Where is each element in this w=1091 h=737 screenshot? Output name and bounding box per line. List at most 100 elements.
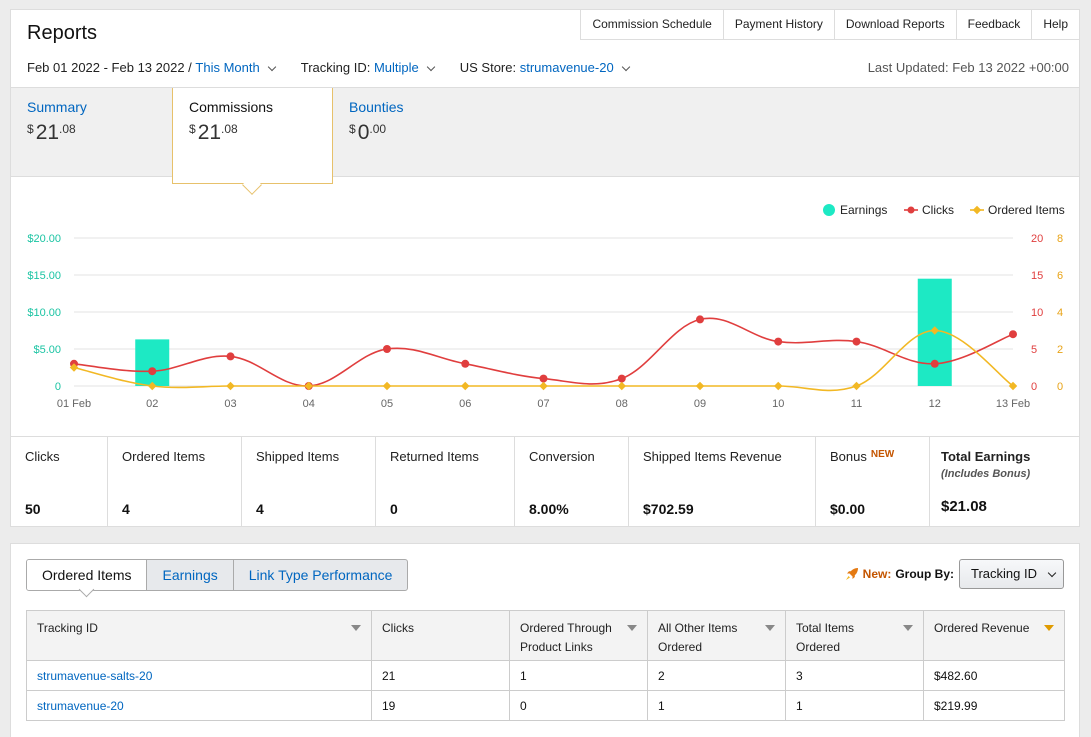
table-cell: 19 xyxy=(371,690,510,721)
table-cell: 21 xyxy=(371,660,510,691)
legend-ordered-label: Ordered Items xyxy=(988,203,1065,217)
nav-download-reports[interactable]: Download Reports xyxy=(835,10,957,39)
metric-shipped-revenue: Shipped Items Revenue $702.59 xyxy=(629,437,816,527)
x-tick-label: 10 xyxy=(772,398,784,410)
sort-caret-icon[interactable] xyxy=(765,625,775,631)
clicks-point xyxy=(696,315,704,324)
y-left-tick-label: 0 xyxy=(55,381,61,393)
x-tick-label: 06 xyxy=(459,398,471,410)
y-left-tick-label: $5.00 xyxy=(33,344,61,356)
chevron-down-icon[interactable] xyxy=(426,62,435,71)
tab-bounties-label[interactable]: Bounties xyxy=(349,99,404,115)
clicks-point xyxy=(383,345,391,353)
metric-bonus: Bonus NEW $0.00 xyxy=(816,437,930,527)
tab-summary-amount: $21.08 xyxy=(27,121,167,145)
table-cell: 3 xyxy=(785,660,924,691)
amount-cents: .00 xyxy=(369,122,387,136)
metric-value: 4 xyxy=(122,501,130,517)
metric-clicks: Clicks 50 xyxy=(11,437,108,527)
ordered-items-table: Tracking ID Clicks Ordered Through Produ… xyxy=(26,610,1065,721)
legend-clicks-swatch xyxy=(907,206,915,214)
nav-commission-schedule[interactable]: Commission Schedule xyxy=(581,10,724,39)
x-tick-label: 01 Feb xyxy=(57,398,91,410)
metric-label: Total Earnings xyxy=(941,449,1031,464)
filter-bar: Feb 01 2022 - Feb 13 2022 / This Month T… xyxy=(27,60,655,75)
new-label: New: xyxy=(862,567,892,581)
sort-caret-icon[interactable] xyxy=(627,625,637,631)
tab-earnings[interactable]: Earnings xyxy=(147,560,234,590)
performance-chart: 0 $5.00 $10.00 $15.00 $20.00 0 5 10 15 20 0 2 4 6 8 01 … xyxy=(11,178,1079,435)
group-by-label: Group By: xyxy=(895,567,955,581)
nav-feedback[interactable]: Feedback xyxy=(957,10,1033,39)
date-preset-link[interactable]: This Month xyxy=(195,60,260,75)
y-left-tick-label: $20.00 xyxy=(27,233,61,245)
currency-symbol: $ xyxy=(189,122,196,136)
nav-help[interactable]: Help xyxy=(1043,17,1068,31)
details-panel: Ordered Items Earnings Link Type Perform… xyxy=(10,543,1080,737)
clicks-point xyxy=(774,337,783,346)
tab-commissions[interactable]: Commissions $21.08 xyxy=(172,88,333,195)
legend-earnings-label: Earnings xyxy=(840,203,887,217)
metric-value: 4 xyxy=(256,501,264,517)
last-updated: Last Updated: Feb 13 2022 +00:00 xyxy=(867,60,1069,75)
y-right-clicks-tick-label: 0 xyxy=(1031,381,1037,393)
store-filter[interactable]: US Store: strumavenue-20 xyxy=(460,60,630,75)
amount-cents: .08 xyxy=(59,122,76,136)
tracking-id-link[interactable]: strumavenue-20 xyxy=(26,690,372,721)
tab-bounties[interactable]: Bounties $0.00 xyxy=(349,88,489,177)
amount-cents: .08 xyxy=(221,122,238,136)
ordered-items-point xyxy=(695,381,705,391)
top-nav: Commission Schedule Payment History Down… xyxy=(580,10,1079,40)
nav-payment-history[interactable]: Payment History xyxy=(724,10,835,39)
tracking-id-link[interactable]: strumavenue-salts-20 xyxy=(26,660,372,691)
ordered-items-point xyxy=(1008,381,1018,391)
reports-panel: Reports Commission Schedule Payment Hist… xyxy=(10,9,1080,527)
column-ordered-revenue[interactable]: Ordered Revenue xyxy=(923,610,1065,661)
amount-whole: 21 xyxy=(197,121,222,144)
chevron-down-icon[interactable] xyxy=(267,62,276,71)
metric-label: Bonus NEW xyxy=(830,449,929,464)
tracking-id-filter[interactable]: Tracking ID: Multiple xyxy=(301,60,435,75)
x-tick-label: 02 xyxy=(146,398,158,410)
column-all-other-items[interactable]: All Other Items Ordered xyxy=(647,610,786,661)
page-title: Reports xyxy=(27,22,98,44)
ordered-items-point xyxy=(226,381,235,391)
y-right-clicks-tick-label: 5 xyxy=(1031,344,1037,356)
chevron-down-icon[interactable] xyxy=(1047,568,1057,578)
sort-caret-icon[interactable] xyxy=(1044,625,1054,631)
ordered-items-point xyxy=(539,381,548,391)
ordered-items-point xyxy=(148,381,157,391)
column-tracking-id[interactable]: Tracking ID xyxy=(26,610,372,661)
column-total-items[interactable]: Total Items Ordered xyxy=(785,610,924,661)
date-range-filter[interactable]: Feb 01 2022 - Feb 13 2022 / This Month xyxy=(27,60,276,75)
y-right-clicks-tick-label: 15 xyxy=(1031,270,1043,282)
table-cell: 1 xyxy=(647,690,786,721)
metric-value: 50 xyxy=(25,501,41,517)
sort-caret-icon[interactable] xyxy=(903,625,913,631)
x-tick-label: 04 xyxy=(303,398,315,410)
tab-summary[interactable]: Summary $21.08 xyxy=(27,88,167,177)
group-by-select[interactable]: Tracking ID xyxy=(959,559,1064,589)
sort-caret-icon[interactable] xyxy=(351,625,361,631)
chevron-down-icon[interactable] xyxy=(621,62,630,71)
tab-link-type-performance[interactable]: Link Type Performance xyxy=(248,567,393,583)
ordered-items-point xyxy=(774,381,783,391)
store-value[interactable]: strumavenue-20 xyxy=(519,60,614,75)
earnings-bar xyxy=(135,339,170,386)
tab-summary-label[interactable]: Summary xyxy=(27,99,87,115)
metric-label: Shipped Items Revenue xyxy=(643,449,782,464)
tracking-id-value[interactable]: Multiple xyxy=(373,60,419,75)
x-tick-label: 12 xyxy=(929,398,941,410)
clicks-point xyxy=(148,367,157,376)
clicks-point xyxy=(226,352,235,361)
metric-label: Shipped Items xyxy=(256,449,340,464)
column-ordered-through[interactable]: Ordered Through Product Links xyxy=(509,610,648,661)
column-label: Tracking ID xyxy=(37,621,98,635)
x-tick-label: 07 xyxy=(537,398,549,410)
column-clicks[interactable]: Clicks xyxy=(371,610,510,661)
summary-tabs: Summary $21.08 Commissions $21.08 Bounti… xyxy=(11,87,1079,195)
clicks-point xyxy=(852,337,861,346)
metric-sublabel: (Includes Bonus) xyxy=(941,468,1031,480)
ordered-items-point xyxy=(382,381,392,391)
group-by-control: New: Group By: Tracking ID xyxy=(845,559,1064,589)
